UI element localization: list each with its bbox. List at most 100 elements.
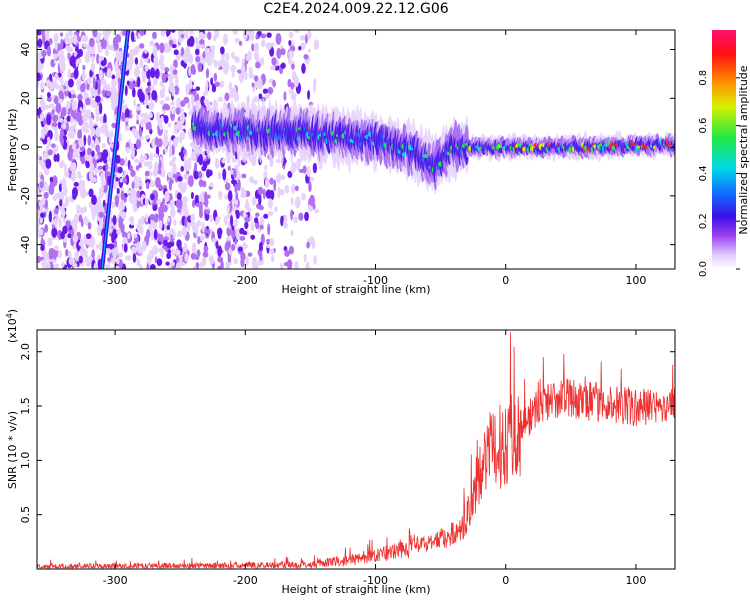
noise-dot — [311, 240, 316, 250]
noise-dot — [150, 67, 156, 79]
noise-dot — [143, 161, 150, 167]
noise-dot — [64, 197, 70, 204]
noise-dot — [52, 79, 58, 88]
noise-dot — [203, 98, 209, 105]
noise-dot — [118, 252, 124, 258]
noise-dot — [167, 171, 173, 178]
noise-dot — [250, 221, 255, 232]
noise-dot — [173, 49, 179, 56]
noise-dot — [131, 196, 137, 204]
noise-dot — [43, 252, 49, 260]
noise-dot — [267, 198, 273, 209]
noise-dot — [221, 158, 226, 164]
noise-dot — [304, 211, 309, 222]
noise-dot — [72, 123, 77, 129]
noise-dot — [58, 90, 64, 100]
noise-dot — [144, 57, 149, 63]
noise-dot — [313, 39, 320, 51]
noise-dot — [241, 173, 247, 179]
noise-dot — [224, 182, 231, 191]
noise-dot — [233, 218, 239, 228]
y-tick-label: 0 — [19, 144, 32, 151]
noise-dot — [233, 91, 239, 103]
spectrogram-xlabel: Height of straight line (km) — [281, 283, 430, 296]
noise-dot — [227, 254, 232, 263]
noise-dot — [169, 199, 175, 210]
noise-dot — [314, 208, 320, 214]
snr-ylabel: SNR (10 * v/v) — [6, 411, 19, 489]
noise-dot — [185, 83, 190, 96]
noise-dot — [106, 83, 111, 93]
noise-dot — [231, 72, 235, 78]
noise-dot — [96, 142, 100, 153]
noise-dot — [67, 78, 74, 88]
noise-dot — [40, 100, 46, 112]
noise-dot — [222, 33, 228, 46]
noise-dot — [215, 239, 219, 249]
noise-dot — [61, 107, 67, 117]
noise-dot — [46, 96, 52, 103]
noise-dot — [179, 112, 185, 125]
noise-dot — [131, 87, 136, 98]
noise-dot — [189, 30, 194, 36]
noise-dot — [140, 225, 144, 235]
noise-dot — [195, 56, 201, 63]
noise-dot — [115, 177, 119, 182]
noise-dot — [85, 233, 92, 240]
noise-dot — [61, 184, 67, 189]
noise-dot — [158, 234, 164, 242]
noise-dot — [110, 143, 115, 149]
noise-dot — [112, 178, 118, 190]
noise-dot — [67, 30, 73, 37]
noise-dot — [37, 59, 41, 66]
colorbar-tick-label: 0.4 — [698, 165, 709, 181]
noise-dot — [307, 89, 311, 100]
noise-dot — [171, 44, 177, 49]
noise-dot — [150, 84, 155, 92]
noise-dot — [54, 263, 60, 269]
noise-dot — [217, 171, 222, 180]
snr-series-line — [37, 332, 675, 569]
noise-dot — [149, 263, 156, 269]
noise-dot — [170, 248, 176, 256]
noise-dot — [225, 261, 230, 269]
noise-dot — [227, 190, 233, 202]
noise-dot — [261, 39, 266, 48]
noise-dot — [40, 212, 45, 218]
noise-dot — [155, 177, 161, 189]
noise-dot — [196, 249, 201, 257]
noise-dot — [294, 30, 300, 34]
noise-dot — [131, 128, 137, 134]
noise-dot — [55, 102, 62, 114]
noise-dot — [195, 262, 200, 269]
noise-dot — [54, 245, 59, 251]
noise-dot — [67, 38, 74, 45]
noise-dot — [280, 62, 286, 69]
noise-dot — [129, 113, 133, 119]
noise-dot — [266, 243, 271, 249]
spectrogram-frame — [36, 29, 676, 270]
noise-dot — [59, 98, 63, 104]
noise-dot — [134, 158, 140, 164]
noise-dot — [144, 170, 150, 177]
noise-dot — [60, 160, 65, 167]
noise-dot — [118, 204, 123, 211]
noise-dot — [170, 105, 177, 115]
noise-dot — [72, 33, 78, 45]
noise-dot — [78, 241, 84, 247]
noise-dot — [168, 146, 173, 158]
noise-dot — [148, 223, 153, 231]
noise-dot — [129, 77, 134, 83]
noise-dot — [78, 138, 85, 148]
noise-dot — [269, 65, 276, 71]
noise-dot — [46, 91, 51, 98]
noise-dot — [37, 108, 42, 116]
noise-dot — [213, 59, 217, 66]
noise-dot — [300, 42, 306, 50]
noise-dot — [250, 234, 256, 240]
noise-dot — [120, 190, 125, 202]
noise-dot — [95, 244, 99, 249]
noise-dot — [66, 115, 71, 122]
noise-dot — [265, 42, 272, 50]
